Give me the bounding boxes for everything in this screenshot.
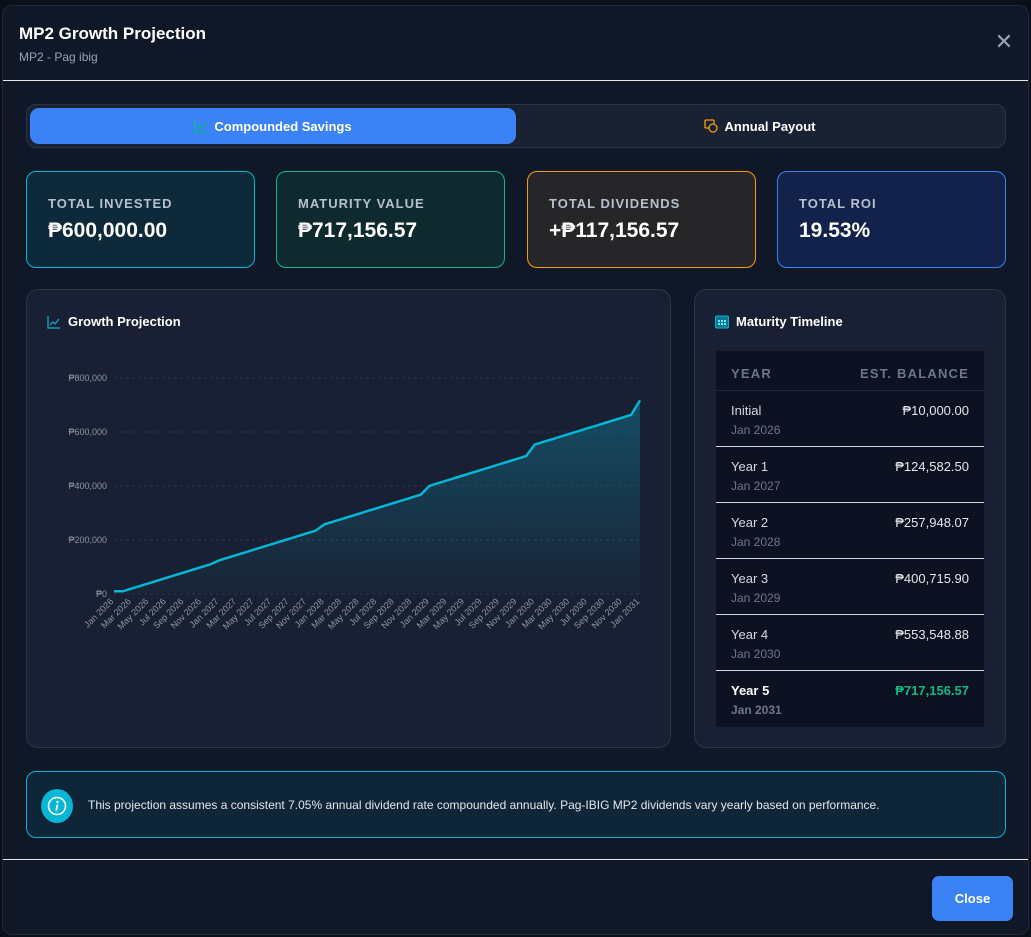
y-tick-label: ₱600,000 [68,427,107,437]
header-divider [3,80,1028,81]
chart-title: Growth Projection [47,314,181,329]
growth-projection-modal: MP2 Growth Projection MP2 - Pag ibig ✕ C… [2,5,1029,935]
modal-subtitle: MP2 - Pag ibig [19,50,98,64]
row-balance: ₱257,948.07 [895,515,969,530]
row-balance: ₱400,715.90 [895,571,969,586]
tab-compounded-savings[interactable]: Compounded Savings [30,108,516,144]
trending-up-icon [194,120,208,133]
card-label: TOTAL DIVIDENDS [549,196,681,211]
info-icon [41,789,73,823]
trending-up-icon [47,315,60,329]
row-year: Initial [731,403,762,418]
close-icon[interactable]: ✕ [994,29,1014,54]
card-value: 19.53% [799,219,871,242]
y-tick-label: ₱400,000 [68,481,107,491]
calendar-icon [715,315,729,328]
card-label: TOTAL INVESTED [48,196,173,211]
timeline-title: Maturity Timeline [715,314,843,329]
card-label: TOTAL ROI [799,196,877,211]
info-banner: This projection assumes a consistent 7.0… [26,771,1006,838]
header-year: YEAR [731,366,772,381]
timeline-table: YEAR EST. BALANCE Initial Jan 2026 ₱10,000… [716,351,984,727]
row-date: Jan 2026 [731,423,781,437]
table-row: Year 1 Jan 2027 ₱124,582.50 [716,447,984,503]
row-balance: ₱10,000.00 [902,403,969,418]
series-line [114,399,642,593]
row-year: Year 2 [731,515,769,530]
row-year: Year 5 [731,683,770,698]
header-balance: EST. BALANCE [859,366,969,381]
row-year: Year 3 [731,571,769,586]
y-tick-label: ₱800,000 [68,373,107,383]
table-row: Initial Jan 2026 ₱10,000.00 [716,391,984,447]
tab-annual-payout[interactable]: Annual Payout [517,108,1003,144]
table-header: YEAR EST. BALANCE [716,351,984,391]
timeline-title-text: Maturity Timeline [736,314,843,329]
card-value: +₱117,156.57 [549,219,680,242]
table-row: Year 5 Jan 2031 ₱717,156.57 [716,671,984,727]
row-balance: ₱717,156.57 [895,683,969,698]
table-row: Year 2 Jan 2028 ₱257,948.07 [716,503,984,559]
card-total-invested: TOTAL INVESTED ₱600,000.00 [26,171,255,268]
row-date: Jan 2030 [731,647,781,661]
row-year: Year 1 [731,459,769,474]
chart-title-text: Growth Projection [68,314,181,329]
card-maturity-value: MATURITY VALUE ₱717,156.57 [276,171,505,268]
area-fill [114,400,640,594]
maturity-timeline-panel: Maturity Timeline YEAR EST. BALANCE Init… [694,289,1006,748]
footer-divider [3,859,1028,860]
info-text: This projection assumes a consistent 7.0… [88,798,880,812]
close-button[interactable]: Close [932,876,1013,921]
growth-chart-panel: Growth Projection ₱0 ₱200,000 ₱400,000 ₱600… [26,289,671,748]
table-row: Year 3 Jan 2029 ₱400,715.90 [716,559,984,615]
coins-icon [704,119,719,133]
y-tick-label: ₱0 [96,589,107,599]
table-row: Year 4 Jan 2030 ₱553,548.88 [716,615,984,671]
tab-label: Compounded Savings [214,118,352,134]
card-value: ₱717,156.57 [298,219,418,242]
row-date: Jan 2027 [731,479,781,493]
row-date: Jan 2031 [731,703,782,717]
row-date: Jan 2029 [731,591,781,605]
tab-label: Annual Payout [724,118,816,134]
row-balance: ₱124,582.50 [895,459,969,474]
card-label: MATURITY VALUE [298,196,425,211]
row-year: Year 4 [731,627,769,642]
modal-title: MP2 Growth Projection [19,24,207,43]
row-balance: ₱553,548.88 [895,627,969,642]
card-value: ₱600,000.00 [48,219,168,242]
y-tick-label: ₱200,000 [68,535,107,545]
card-total-roi: TOTAL ROI 19.53% [777,171,1006,268]
view-tabs: Compounded Savings Annual Payout [26,104,1006,148]
card-total-dividends: TOTAL DIVIDENDS +₱117,156.57 [527,171,756,268]
row-date: Jan 2028 [731,535,781,549]
